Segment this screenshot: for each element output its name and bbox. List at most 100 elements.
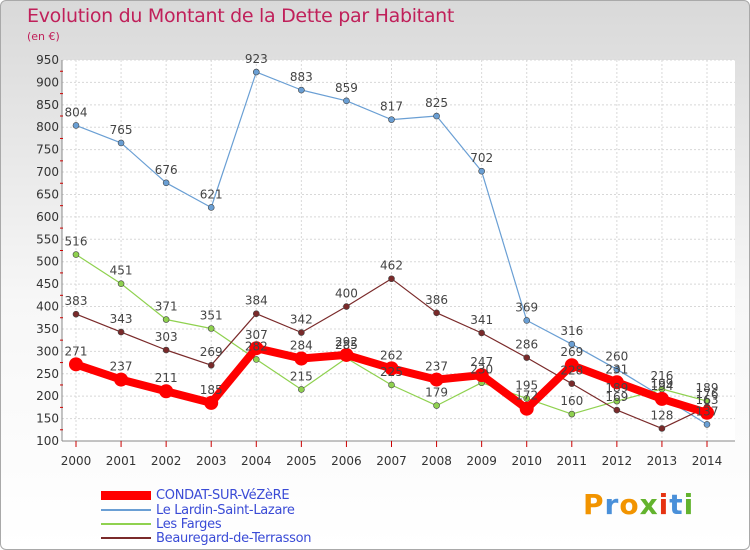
x-tick-label: 2014 [692, 454, 723, 468]
logo-letter: t [669, 488, 684, 521]
legend-swatch [101, 523, 151, 525]
data-label: 137 [696, 404, 719, 418]
data-label: 621 [200, 187, 223, 201]
data-point [433, 112, 440, 120]
data-point [298, 329, 305, 336]
legend-item-farges: Les Farges [101, 516, 222, 532]
data-point [72, 310, 80, 318]
data-point [252, 68, 260, 76]
data-point [162, 179, 170, 187]
data-point [298, 386, 305, 393]
data-point [339, 347, 354, 362]
legend-label: Le Lardin-Saint-Lazare [156, 502, 295, 518]
data-label: 163 [696, 393, 719, 407]
data-label: 371 [155, 300, 178, 314]
x-tick-label: 2007 [376, 454, 407, 468]
data-point [343, 303, 350, 310]
data-label: 307 [245, 328, 268, 342]
data-point [72, 251, 80, 258]
data-label: 128 [650, 408, 673, 422]
data-label: 765 [110, 123, 133, 137]
data-label: 341 [470, 313, 493, 327]
data-point [613, 397, 621, 405]
data-point [117, 139, 125, 147]
data-label: 342 [290, 313, 313, 327]
data-label: 702 [470, 151, 493, 165]
data-point [298, 86, 305, 94]
x-tick-label: 2011 [557, 454, 588, 468]
data-label: 451 [110, 264, 133, 278]
data-point [162, 346, 170, 354]
data-point [429, 372, 444, 387]
y-tick-label: 300 [36, 344, 59, 358]
data-point [249, 341, 264, 356]
data-label: 269 [200, 345, 223, 359]
data-label: 286 [515, 338, 538, 352]
data-label: 228 [560, 364, 583, 378]
data-point [519, 401, 534, 416]
data-label: 462 [380, 259, 403, 273]
data-point [523, 317, 531, 324]
y-tick-label: 650 [36, 187, 59, 201]
data-label: 247 [470, 355, 493, 369]
data-point [613, 365, 621, 373]
y-tick-label: 900 [36, 75, 59, 89]
x-tick-label: 2006 [331, 454, 362, 468]
data-point [568, 340, 576, 348]
data-point [69, 357, 83, 372]
logo-letter: i [683, 488, 695, 521]
proxiti-logo: Proxiti [583, 488, 694, 521]
data-point [478, 329, 485, 337]
y-tick-label: 150 [36, 412, 59, 426]
data-label: 262 [380, 348, 403, 362]
data-label: 383 [65, 294, 88, 308]
data-label: 269 [560, 345, 583, 359]
data-point [564, 358, 579, 373]
x-tick-label: 2004 [241, 454, 272, 468]
data-point [388, 116, 395, 123]
y-tick-label: 200 [36, 389, 59, 403]
logo-letter: r [604, 488, 620, 521]
data-point [252, 356, 260, 363]
data-label: 194 [650, 379, 673, 393]
data-point [252, 310, 260, 318]
data-point [388, 275, 395, 283]
data-point [703, 421, 711, 428]
data-label: 343 [110, 312, 133, 326]
unit-label: (en €) [27, 30, 60, 43]
logo-letter: x [639, 488, 659, 521]
x-tick-label: 2001 [106, 454, 137, 468]
y-tick-label: 550 [36, 232, 59, 246]
data-point [568, 410, 576, 418]
data-label: 859 [335, 81, 358, 95]
data-label: 284 [290, 339, 313, 353]
x-tick-label: 2002 [151, 454, 182, 468]
data-label: 285 [335, 338, 358, 352]
x-tick-label: 2010 [511, 454, 542, 468]
data-label: 160 [560, 394, 583, 408]
data-label: 237 [110, 360, 133, 374]
data-point [384, 361, 399, 376]
data-label: 216 [650, 369, 673, 383]
legend-label: CONDAT-SUR-VéZèRE [156, 487, 290, 503]
data-label: 230 [470, 363, 493, 377]
legend-label: Les Farges [156, 516, 222, 532]
x-tick-label: 2005 [286, 454, 317, 468]
legend-item-beauregard: Beauregard-de-Terrasson [101, 531, 312, 546]
data-label: 211 [155, 371, 178, 385]
legend-swatch [101, 490, 151, 500]
y-tick-label: 950 [36, 53, 59, 67]
data-label: 260 [605, 349, 628, 363]
data-label: 883 [290, 70, 313, 84]
data-label: 804 [65, 105, 88, 119]
data-label: 169 [605, 390, 628, 404]
legend-swatch [101, 537, 151, 539]
data-label: 351 [200, 308, 223, 322]
data-point [343, 97, 350, 105]
x-tick-label: 2008 [421, 454, 452, 468]
y-tick-label: 850 [36, 98, 59, 112]
data-point [700, 405, 714, 420]
logo-letter: P [583, 488, 605, 521]
data-label: 400 [335, 287, 358, 301]
